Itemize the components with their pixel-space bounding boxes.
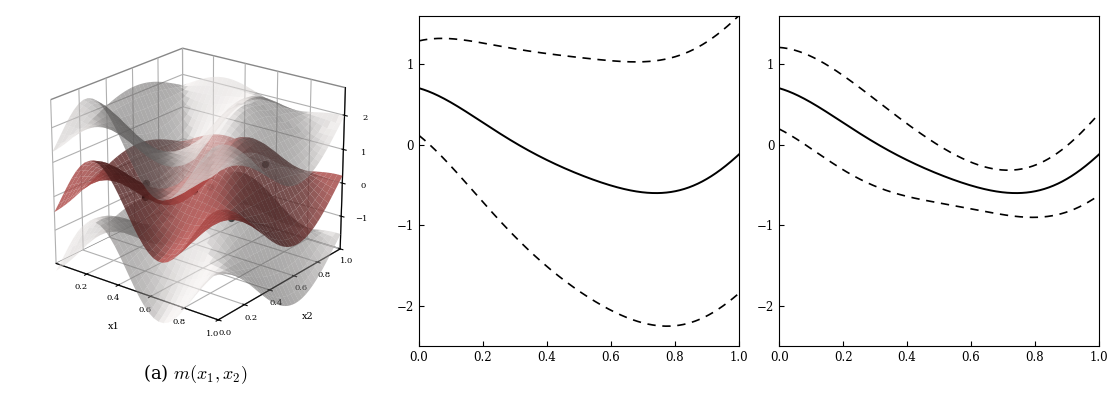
Y-axis label: x2: x2 xyxy=(302,312,313,321)
X-axis label: x1: x1 xyxy=(108,322,120,331)
Text: (a) $m(x_1, x_2)$: (a) $m(x_1, x_2)$ xyxy=(143,362,248,386)
